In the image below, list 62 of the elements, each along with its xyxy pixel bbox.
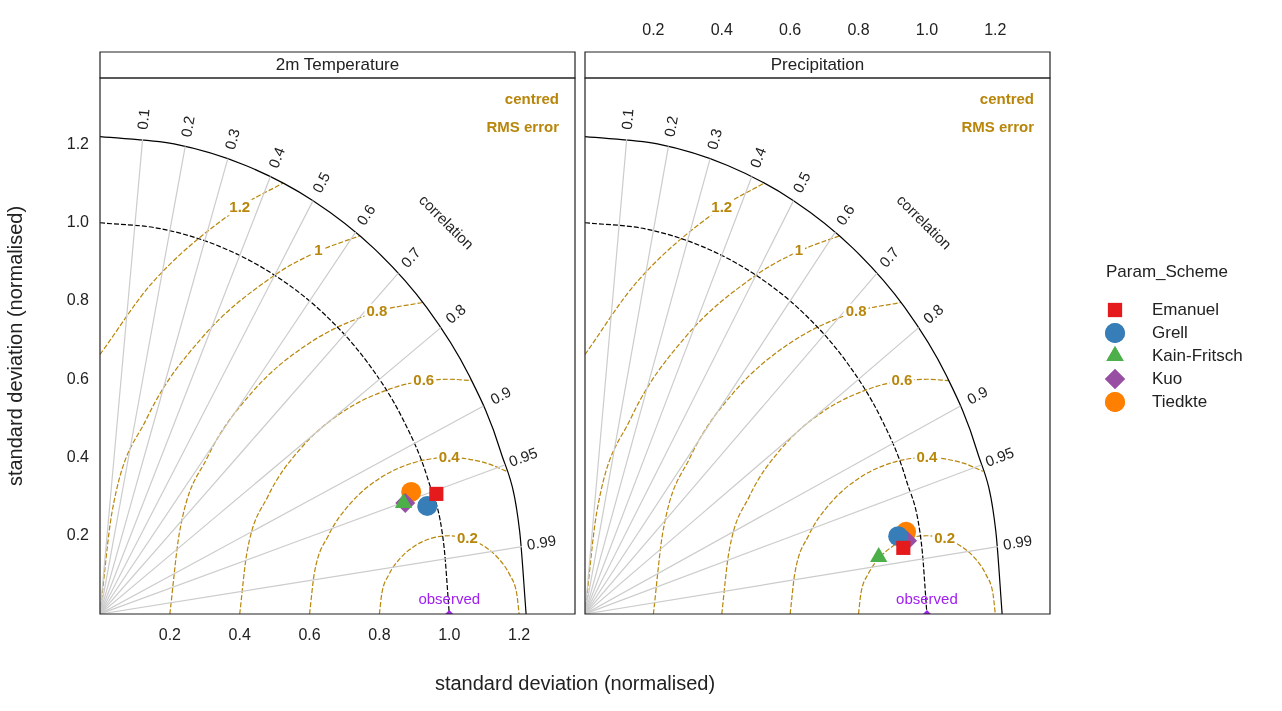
annotation: centred	[979, 90, 1034, 108]
annotation: 0.6	[832, 201, 858, 229]
annotation: 0.1	[617, 107, 637, 131]
annotation: 0.3	[703, 126, 726, 152]
annotation: RMS error	[486, 118, 560, 136]
annotation: 0.4	[264, 144, 289, 171]
annotation: 0.99	[525, 531, 558, 553]
annotation: 0.2	[177, 114, 198, 139]
y-tick-label: 0.4	[66, 447, 90, 465]
annotation: 0.2	[660, 114, 681, 139]
legend-label: Grell	[1152, 322, 1188, 343]
x-tick-label: 0.2	[642, 20, 665, 38]
x-tick-label: 0.4	[228, 626, 251, 644]
annotation: observed	[896, 590, 958, 608]
annotation: 0.6	[891, 371, 913, 389]
annotation: 0.8	[919, 300, 947, 327]
x-axis-title: standard deviation (normalised)	[433, 672, 717, 695]
annotation: 0.1	[133, 107, 153, 131]
annotation: 1	[314, 241, 323, 259]
y-tick-label: 1.0	[66, 213, 90, 231]
annotation: 0.9	[964, 382, 991, 408]
legend-label: Kuo	[1152, 368, 1183, 389]
x-tick-label: 0.8	[847, 20, 870, 38]
y-tick-label: 1.2	[66, 134, 90, 152]
x-tick-label: 0.4	[710, 20, 733, 38]
annotation: 0.4	[746, 144, 770, 171]
annotation: 0.95	[506, 443, 540, 470]
x-tick-label: 0.6	[779, 20, 802, 38]
annotation: 0.4	[916, 447, 938, 465]
y-tick-label: 0.2	[66, 526, 90, 544]
annotation: 0.95	[982, 443, 1017, 470]
y-tick-label: 0.8	[66, 291, 90, 309]
annotation: 0.9	[487, 382, 514, 408]
x-tick-label: 0.2	[158, 626, 182, 644]
annotation: observed	[418, 590, 481, 608]
x-tick-label: 0.6	[298, 626, 321, 644]
y-axis-title: standard deviation (normalised)	[3, 205, 26, 487]
annotation: 0.5	[789, 169, 814, 196]
annotation: 0.6	[352, 201, 379, 229]
legend-label: Emanuel	[1152, 299, 1220, 320]
legend-label: Tiedkte	[1152, 391, 1208, 412]
x-tick-label: 1.2	[507, 626, 531, 644]
y-tick-label: 0.6	[66, 369, 90, 387]
annotation: RMS error	[961, 118, 1035, 136]
legend-title: Param_Scheme	[1106, 262, 1229, 282]
x-tick-label: 1.0	[438, 626, 461, 644]
annotation: 0.8	[441, 300, 469, 327]
annotation: 0.7	[875, 243, 903, 271]
annotation: 0.6	[413, 371, 435, 389]
chart-title: Precipitation	[770, 54, 865, 74]
annotation: 1	[794, 241, 803, 259]
x-tick-label: 0.8	[368, 626, 391, 644]
annotation: 0.4	[438, 447, 461, 465]
annotation: 0.5	[308, 169, 334, 196]
annotation: 0.3	[220, 126, 243, 152]
annotation: centred	[504, 90, 559, 108]
x-tick-label: 1.0	[915, 20, 939, 38]
annotation: 0.99	[1001, 531, 1034, 553]
legend-label: Kain-Fritsch	[1152, 345, 1243, 366]
chart-title: 2m Temperature	[275, 54, 400, 74]
annotation: 0.7	[397, 243, 424, 271]
x-tick-label: 1.2	[984, 20, 1007, 38]
